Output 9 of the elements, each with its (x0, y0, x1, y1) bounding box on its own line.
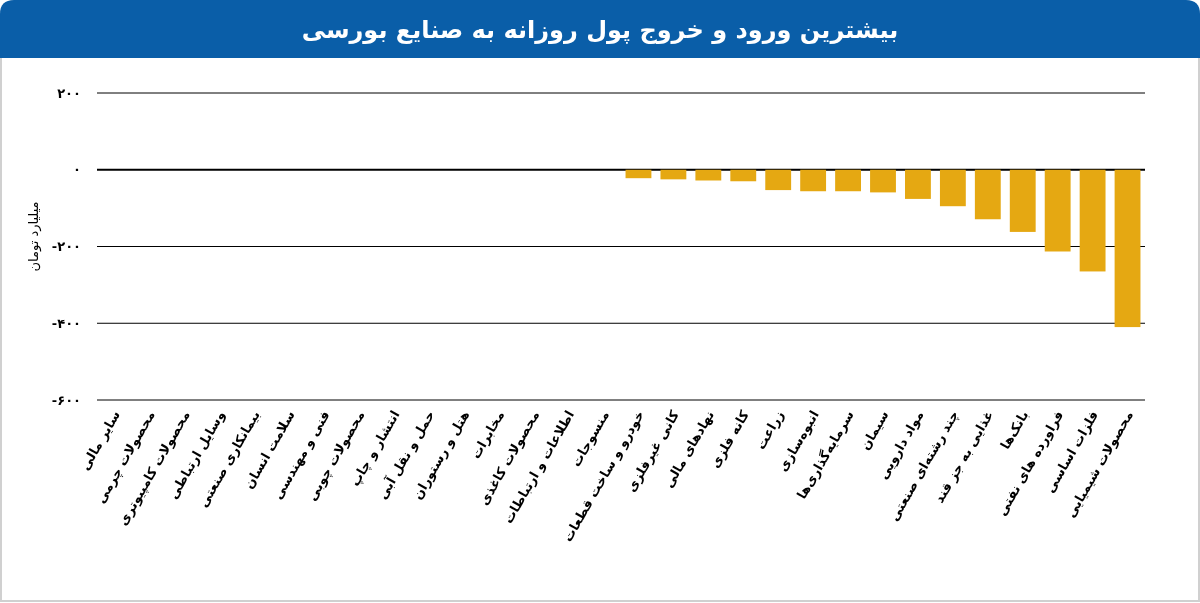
x-tick-label: بانک‌ها (997, 408, 1032, 452)
y-tick-label: ۲۰۰ (57, 85, 81, 101)
chart-title: بیشترین ورود و خروج پول روزانه به صنایع بورسی (301, 16, 899, 44)
y-tick-label: -۲۰۰ (51, 239, 81, 255)
y-tick-label: -۶۰۰ (51, 392, 81, 408)
y-tick-label: ۰ (73, 162, 81, 178)
y-axis-title: میلیارد تومان (26, 201, 42, 272)
y-tick-label: -۴۰۰ (51, 315, 81, 331)
x-tick-label: زراعت (752, 408, 787, 452)
